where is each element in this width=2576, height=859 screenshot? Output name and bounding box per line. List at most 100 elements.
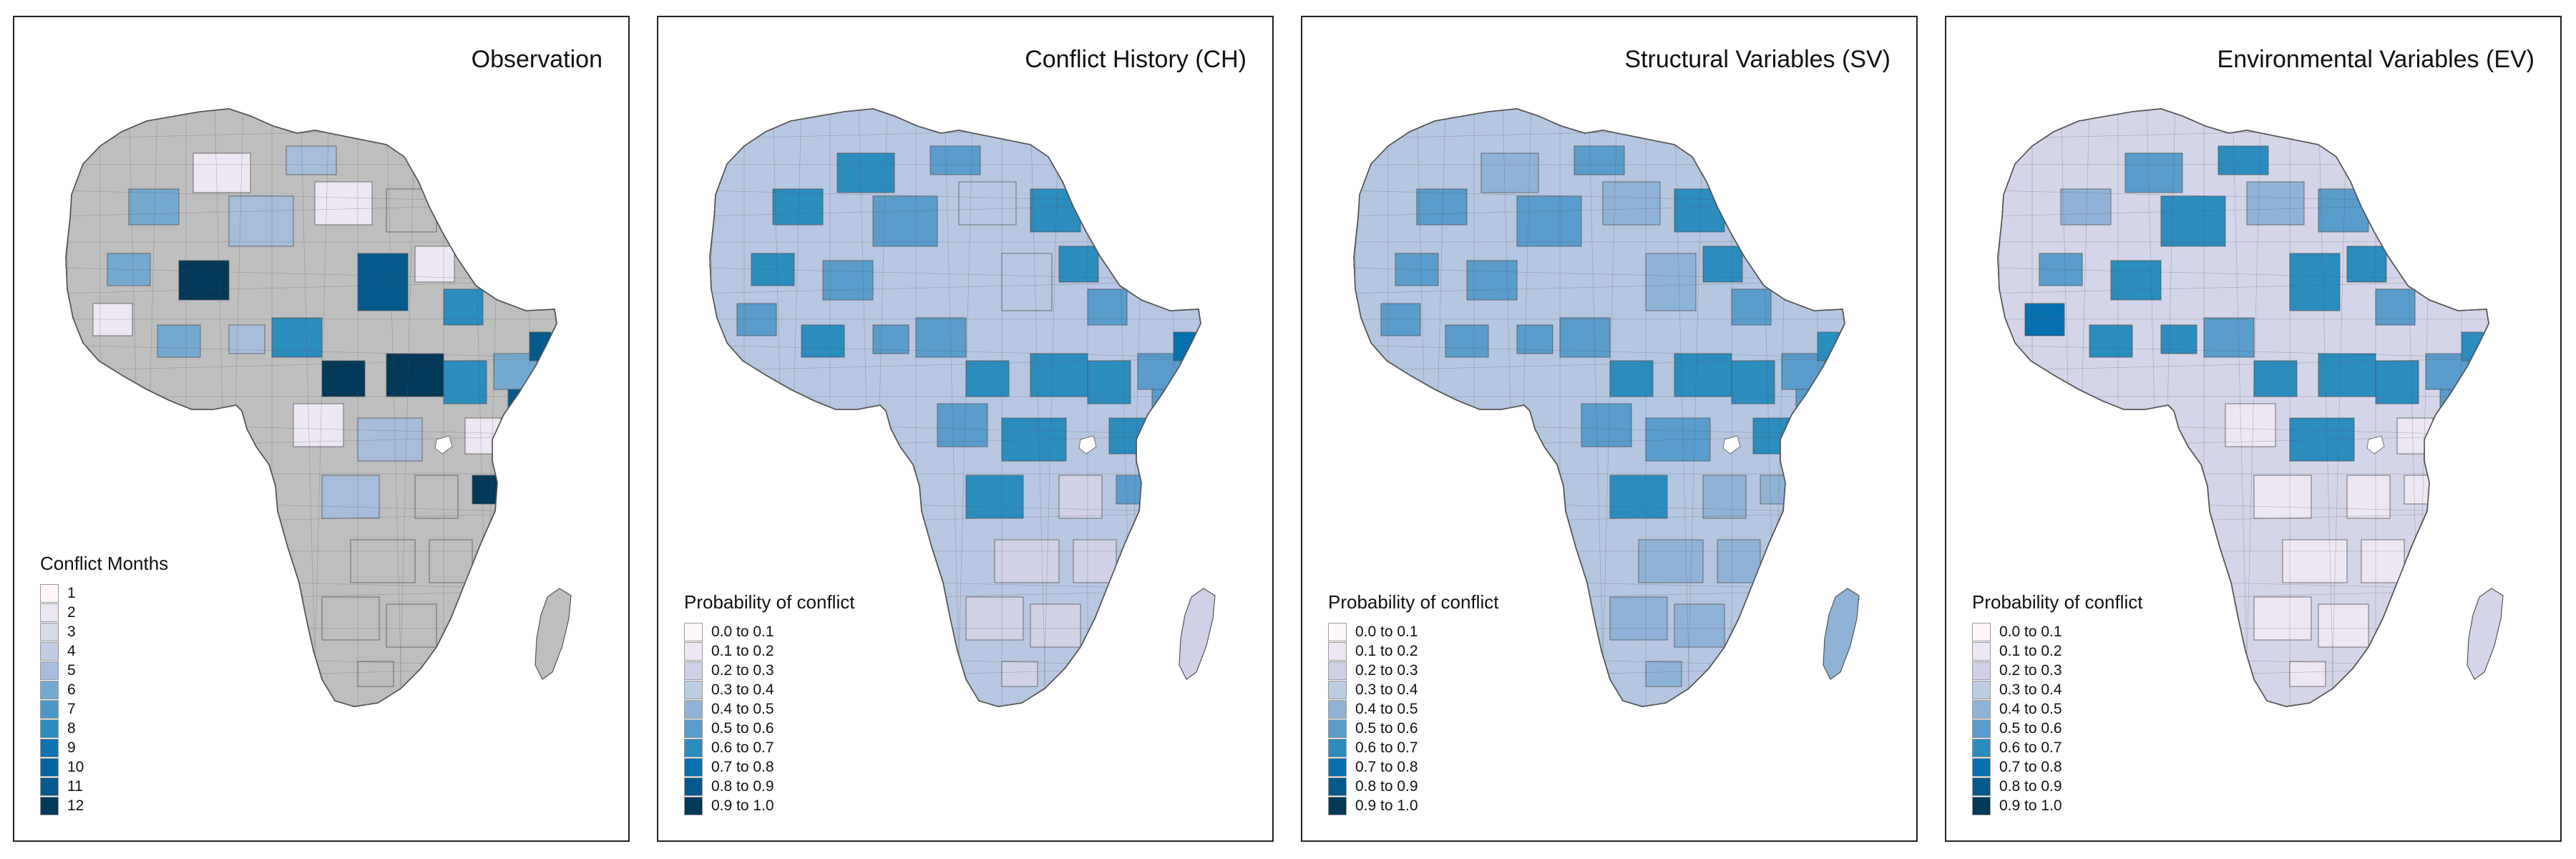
map-region (2160, 324, 2197, 354)
map-region (2375, 360, 2419, 404)
legend-probability: Probability of conflict 0.0 to 0.1 0.1 to… (684, 591, 854, 815)
map-region (1058, 475, 1103, 519)
legend-swatch (1328, 796, 1347, 815)
map-region (357, 417, 423, 462)
map-region (2396, 417, 2434, 455)
legend-swatch (684, 661, 703, 680)
map-region (1609, 360, 1654, 397)
region-boundary (313, 109, 330, 707)
legend-swatch (684, 738, 703, 757)
map-region (228, 324, 265, 354)
legend-label: 0.8 to 0.9 (711, 777, 774, 795)
region-boundary (1601, 109, 1618, 707)
legend-swatch (1972, 796, 1991, 815)
map-region (293, 403, 344, 447)
map-region (2024, 303, 2065, 336)
map-region (2218, 145, 2269, 175)
map-region (2253, 360, 2298, 397)
region-boundary (2331, 109, 2348, 707)
region-boundary (66, 344, 557, 359)
legend-label: 12 (67, 797, 84, 814)
map-region (1108, 417, 1146, 455)
legend-label: 0.9 to 1.0 (1999, 797, 2062, 814)
legend-label: 10 (67, 758, 84, 775)
map-region (2361, 539, 2405, 583)
map-region (192, 152, 251, 193)
legend-swatch (1328, 757, 1347, 777)
legend-swatch (1972, 622, 1991, 641)
map-region (1645, 417, 1711, 462)
legend-label: 5 (67, 661, 76, 679)
panel-observation: Observation Conflict Months 1 2 3 4 5 6 7 8 9 10 1… (13, 16, 630, 842)
map-region (1717, 539, 1761, 583)
legend-label: 6 (67, 681, 76, 698)
legend-item: 0.5 to 0.6 (1328, 719, 1498, 738)
map-region (507, 389, 537, 426)
map-region (1674, 603, 1725, 648)
map-region (1702, 475, 1747, 519)
legend-swatch (684, 680, 703, 699)
legend-swatch (40, 641, 59, 661)
map-region (228, 195, 294, 247)
madagascar (1823, 588, 1860, 680)
legend-label: 2 (67, 603, 76, 621)
map-region (2318, 603, 2369, 648)
legend-label: 0.9 to 1.0 (711, 797, 774, 814)
map-region (1058, 246, 1099, 283)
map-region (1638, 539, 1704, 583)
region-boundary (2245, 109, 2262, 707)
legend-swatch (1972, 757, 1991, 777)
legend-swatch (40, 603, 59, 622)
legend-swatch (1972, 777, 1991, 796)
map-region (2289, 661, 2326, 687)
legend-swatch (40, 719, 59, 738)
map-region (443, 360, 487, 404)
region-boundary (710, 357, 1201, 372)
legend-swatch (1328, 622, 1347, 641)
map-region (1516, 195, 1582, 247)
legend-swatch (1972, 680, 1991, 699)
map-region (386, 353, 444, 397)
map-region (321, 596, 380, 641)
map-region (736, 303, 777, 336)
map-region (2253, 596, 2312, 641)
africa-outline (65, 108, 557, 707)
map-region (1416, 188, 1468, 225)
legend-title: Probability of conflict (684, 591, 855, 613)
legend-item: 0.9 to 1.0 (684, 796, 854, 815)
map-region (2110, 260, 2162, 301)
map-region (2060, 188, 2112, 225)
legend-item: 0.5 to 0.6 (684, 719, 854, 738)
legend-label: 0.8 to 0.9 (1999, 777, 2062, 795)
map-region (1645, 661, 1682, 687)
region-boundary (1043, 109, 1060, 707)
legend-item: 3 (40, 622, 168, 641)
map-region (822, 260, 874, 301)
legend-label: 0.3 to 0.4 (1999, 681, 2062, 698)
map-region (2039, 253, 2083, 286)
map-region (1030, 353, 1088, 397)
map-region (357, 253, 409, 311)
map-region (1001, 661, 1038, 687)
map-region (1602, 181, 1661, 225)
legend-swatch (1972, 641, 1991, 661)
legend-label: 4 (67, 642, 76, 659)
legend-title: Probability of conflict (1972, 591, 2143, 613)
africa-outline (1353, 108, 1845, 707)
legend-item: 10 (40, 757, 168, 777)
legend-item: 0.6 to 0.7 (1972, 738, 2142, 757)
map-region (2346, 475, 2391, 519)
legend-swatch (1328, 738, 1347, 757)
map-region (1151, 389, 1181, 426)
legend-label: 0.4 to 0.5 (711, 700, 774, 717)
map-region (1445, 324, 1489, 358)
map-region (1087, 360, 1131, 404)
legend-swatch (1328, 777, 1347, 796)
legend-label: 0.6 to 0.7 (1355, 739, 1418, 756)
legend-item: 0.4 to 0.5 (1972, 699, 2142, 719)
legend-item: 0.4 to 0.5 (684, 699, 854, 719)
legend-probability: Probability of conflict 0.0 to 0.1 0.1 to… (1972, 591, 2142, 815)
legend-item: 0.3 to 0.4 (1328, 680, 1498, 699)
legend-title: Conflict Months (40, 553, 169, 574)
legend-item: 0.3 to 0.4 (684, 680, 854, 699)
